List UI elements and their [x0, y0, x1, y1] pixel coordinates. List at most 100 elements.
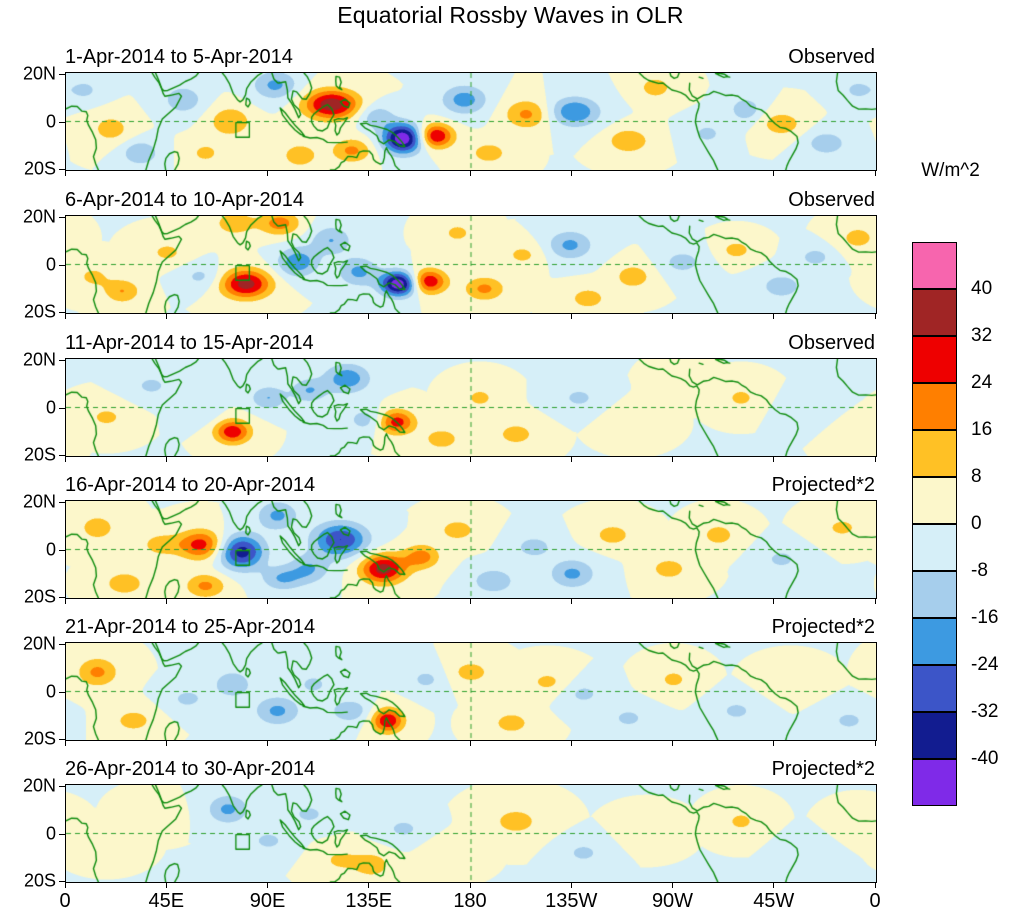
colorbar-segment [912, 477, 957, 524]
colorbar-tick-label: -24 [971, 654, 999, 675]
lon-tick-mark [165, 314, 167, 319]
lat-tick-mark [59, 217, 65, 218]
colorbar-segment [912, 524, 957, 571]
map-canvas-panel-4 [65, 500, 877, 599]
panel-5-header: 21-Apr-2014 to 25-Apr-2014 Projected*2 [65, 612, 875, 639]
lon-tick-mark [672, 171, 673, 176]
lon-tick-mark [469, 883, 471, 888]
lon-tick-mark [267, 314, 268, 319]
lat-tick-label: 20S [23, 158, 56, 179]
lon-tick-mark [773, 883, 775, 888]
colorbar-segment [912, 618, 957, 665]
colorbar-segment [912, 665, 957, 712]
lon-tick-mark [773, 741, 775, 746]
lon-tick-mark [368, 171, 370, 176]
colorbar-segment [912, 712, 957, 759]
colorbar-tick-label: -32 [971, 701, 999, 722]
panel-source-label: Projected*2 [771, 616, 875, 638]
lat-tick-mark [59, 169, 65, 170]
lon-tick-mark [570, 457, 572, 462]
lon-tick-label: 0 [59, 890, 71, 912]
colorbar-tick-label: -40 [971, 748, 999, 769]
lat-tick-label: 20S [23, 586, 56, 607]
panel-period-label: 1-Apr-2014 to 5-Apr-2014 [65, 46, 293, 68]
lon-tick-mark [165, 741, 167, 746]
lon-tick-label: 180 [453, 890, 487, 912]
lon-tick-label: 90E [249, 890, 286, 912]
lon-tick-mark [469, 741, 471, 746]
lon-tick-mark [368, 883, 370, 888]
map-canvas-panel-2 [65, 215, 877, 314]
colorbar-segment [912, 430, 957, 477]
lat-tick-mark [59, 644, 65, 645]
lat-tick-mark [59, 312, 65, 313]
lat-tick-label: 20S [23, 301, 56, 322]
lat-tick-mark [59, 74, 65, 75]
map-canvas-panel-5 [65, 642, 877, 741]
colorbar-tick-label: 40 [971, 278, 993, 299]
lat-tick-label: 0 [45, 539, 56, 559]
panel-period-label: 21-Apr-2014 to 25-Apr-2014 [65, 616, 316, 638]
panel-period-label: 6-Apr-2014 to 10-Apr-2014 [65, 189, 305, 211]
lon-tick-mark [672, 457, 673, 462]
lon-tick-mark [874, 314, 876, 319]
lat-tick-mark [59, 407, 65, 409]
panel-source-label: Projected*2 [771, 474, 875, 496]
lon-tick-mark [570, 599, 572, 604]
lon-tick-mark [469, 314, 471, 319]
panel-period-label: 26-Apr-2014 to 30-Apr-2014 [65, 758, 316, 780]
lon-tick-mark [874, 457, 876, 462]
colorbar-segment [912, 759, 957, 806]
lon-tick-mark [165, 599, 167, 604]
lon-tick-mark [368, 741, 370, 746]
lat-tick-mark [59, 881, 65, 882]
colorbar-tick-label: 0 [971, 513, 982, 534]
panel-6-header: 26-Apr-2014 to 30-Apr-2014 Projected*2 [65, 754, 875, 781]
lon-tick-mark [64, 171, 66, 176]
lon-tick-label: 90W [651, 890, 694, 912]
lat-tick-label: 20N [22, 491, 56, 512]
lon-tick-mark [165, 457, 167, 462]
lon-tick-mark [368, 599, 370, 604]
lon-tick-mark [874, 171, 876, 176]
lat-tick-mark [59, 455, 65, 456]
lat-tick-label: 20N [22, 775, 56, 796]
lat-tick-mark [59, 786, 65, 787]
lon-tick-mark [64, 314, 66, 319]
lat-tick-label: 0 [45, 397, 56, 417]
lon-tick-mark [64, 741, 66, 746]
colorbar-segment [912, 571, 957, 618]
lon-tick-mark [469, 457, 471, 462]
lat-tick-mark [59, 739, 65, 740]
lon-tick-mark [368, 457, 370, 462]
lon-tick-label: 45W [753, 890, 795, 912]
lon-tick-mark [672, 883, 673, 888]
lon-tick-mark [267, 741, 268, 746]
lon-tick-mark [64, 457, 66, 462]
lon-tick-mark [267, 457, 268, 462]
lat-tick-label: 0 [45, 111, 56, 131]
panel-2-header: 6-Apr-2014 to 10-Apr-2014 Observed [65, 185, 875, 212]
panel-4-header: 16-Apr-2014 to 20-Apr-2014 Projected*2 [65, 470, 875, 497]
lon-tick-mark [773, 314, 775, 319]
lon-tick-mark [267, 883, 268, 888]
lon-tick-label: 135E [345, 890, 393, 912]
panel-period-label: 11-Apr-2014 to 15-Apr-2014 [65, 332, 314, 354]
lat-tick-label: 20S [23, 444, 56, 465]
panel-source-label: Projected*2 [771, 758, 875, 780]
map-canvas-panel-1 [65, 72, 877, 171]
lon-tick-mark [469, 171, 471, 176]
lon-tick-mark [267, 171, 268, 176]
lon-tick-mark [773, 457, 775, 462]
lon-tick-mark [570, 314, 572, 319]
colorbar-tick-label: -8 [971, 560, 988, 581]
panel-source-label: Observed [788, 189, 875, 211]
lon-tick-mark [165, 171, 167, 176]
lat-tick-mark [59, 691, 65, 693]
lon-tick-label: 135W [545, 890, 598, 912]
lat-tick-label: 20N [22, 349, 56, 370]
figure-title: Equatorial Rossby Waves in OLR [337, 2, 684, 28]
lat-tick-label: 0 [45, 681, 56, 701]
lat-tick-mark [59, 502, 65, 503]
